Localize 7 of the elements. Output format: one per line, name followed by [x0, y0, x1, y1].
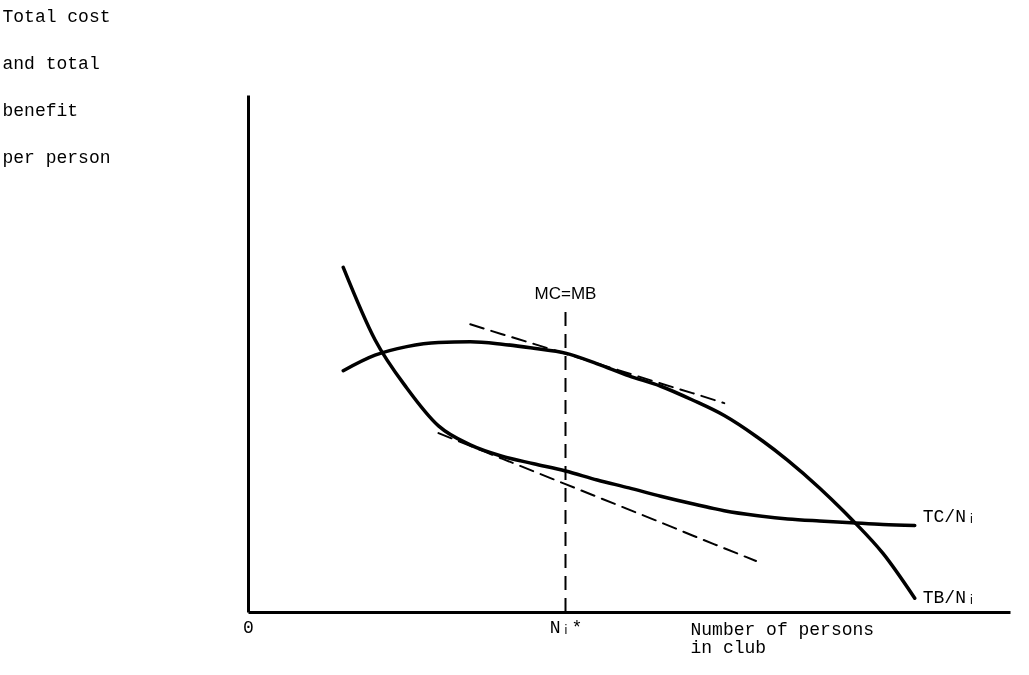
series-label: TB/Nᵢ [922, 588, 977, 609]
series-label: TC/Nᵢ [922, 507, 977, 528]
x-tick-label: 0 [243, 617, 254, 638]
text: Total cost and total benefit per person [2, 6, 111, 168]
annotation: MC=MB [534, 284, 597, 304]
x-axis-title: Number of persons in club [690, 619, 875, 658]
x-tick-label: Nᵢ* [549, 617, 583, 638]
